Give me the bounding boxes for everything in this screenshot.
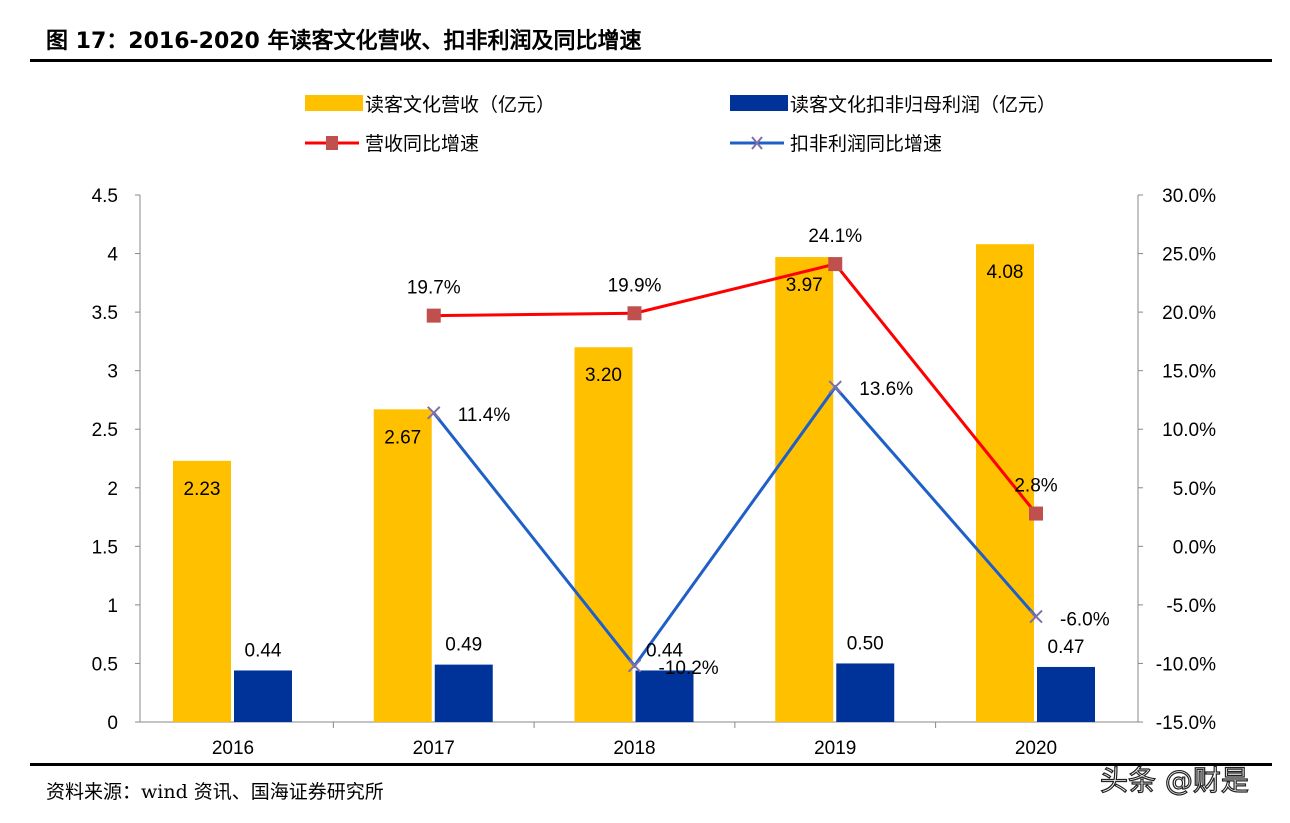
profit-growth-label: -6.0% xyxy=(1060,610,1110,631)
right-tick-label: -10.0% xyxy=(1156,654,1216,675)
revenue-bar xyxy=(574,347,633,722)
right-tick-label: 5.0% xyxy=(1173,479,1216,500)
right-tick-label: 0.0% xyxy=(1173,537,1216,558)
chart-title: 图 17：2016-2020 年读客文化营收、扣非利润及同比增速 xyxy=(46,28,642,54)
legend-label: 扣非利润同比增速 xyxy=(790,133,942,155)
revenue-bar xyxy=(373,409,432,722)
revenue-growth-label: 19.7% xyxy=(407,278,461,299)
profit-growth-marker xyxy=(1029,609,1043,624)
revenue-bar xyxy=(976,244,1034,723)
legend-marker xyxy=(751,136,763,150)
profit-bar xyxy=(836,663,895,722)
left-tick-label: 1 xyxy=(107,596,118,617)
legend-label: 读客文化营收（亿元） xyxy=(365,94,555,116)
profit-bar-label: 0.50 xyxy=(847,633,884,654)
left-tick-label: 2.5 xyxy=(92,420,118,441)
right-tick-label: -5.0% xyxy=(1166,596,1216,617)
left-tick-label: 1.5 xyxy=(92,537,118,558)
lines xyxy=(426,257,1043,673)
x-tick-label: 2020 xyxy=(1015,738,1057,759)
left-tick-label: 4 xyxy=(107,245,118,266)
right-tick-label: 25.0% xyxy=(1162,245,1216,266)
left-tick-label: 4.5 xyxy=(92,186,118,207)
revenue-growth-line xyxy=(433,262,1038,515)
revenue-growth-label: 24.1% xyxy=(808,226,862,247)
profit-bar-label: 0.49 xyxy=(445,635,482,656)
right-tick-label: 10.0% xyxy=(1162,420,1216,441)
revenue-bar xyxy=(775,257,834,722)
profit-growth-marker xyxy=(828,380,842,394)
profit-growth-marker xyxy=(627,659,642,673)
watermark: 头条 @财是 xyxy=(1100,764,1249,797)
legend-swatch xyxy=(305,95,363,111)
revenue-growth-marker xyxy=(828,257,843,272)
profit-bar xyxy=(234,670,292,722)
profit-growth-label: 13.6% xyxy=(859,379,913,400)
profit-bar xyxy=(1037,666,1095,722)
right-tick-label: -15.0% xyxy=(1156,713,1216,734)
right-tick-label: 20.0% xyxy=(1162,303,1216,324)
profit-bar xyxy=(635,670,694,722)
bars xyxy=(173,244,1095,723)
legend: 读客文化营收（亿元） 读客文化扣非归母利润（亿元） 营收同比增速 扣非利润同比增速 xyxy=(305,94,1056,155)
revenue-growth-marker xyxy=(1029,506,1043,521)
revenue-bar-label: 4.08 xyxy=(987,262,1024,283)
data-labels: 2.23 2.67 3.20 3.97 4.08 0.44 0.49 0.44 0.50 0.47… xyxy=(184,226,1110,679)
legend-label: 营收同比增速 xyxy=(365,133,479,155)
profit-bar-label: 0.44 xyxy=(245,640,282,661)
axes: 0 0.5 1 1.5 2 2.5 3 3.5 4 4.5 -15.0% -10.0% -5.0% 0.0… xyxy=(92,186,1217,759)
revenue-bar-label: 2.67 xyxy=(384,427,421,448)
x-tick-label: 2019 xyxy=(814,738,856,759)
left-tick-label: 2 xyxy=(107,479,118,500)
revenue-bar-label: 3.20 xyxy=(585,365,622,386)
legend-label: 读客文化扣非归母利润（亿元） xyxy=(790,94,1056,116)
revenue-growth-marker xyxy=(426,308,441,323)
x-tick-label: 2016 xyxy=(212,738,254,759)
footer-divider xyxy=(30,763,1272,766)
revenue-bar-label: 3.97 xyxy=(786,275,823,296)
profit-growth-line xyxy=(432,384,1038,669)
x-tick-label: 2017 xyxy=(413,738,455,759)
profit-bar xyxy=(434,664,493,722)
profit-growth-label: -10.2% xyxy=(659,658,719,679)
right-tick-label: 15.0% xyxy=(1162,362,1216,383)
right-tick-label: 30.0% xyxy=(1162,186,1216,207)
x-tick-label: 2018 xyxy=(613,738,655,759)
profit-bar-label: 0.44 xyxy=(646,640,683,661)
left-tick-label: 0 xyxy=(107,713,118,734)
left-tick-label: 3.5 xyxy=(92,303,118,324)
legend-marker xyxy=(326,136,338,150)
revenue-growth-label: 19.9% xyxy=(608,275,662,296)
revenue-bar-label: 2.23 xyxy=(184,479,221,500)
left-tick-label: 0.5 xyxy=(92,654,118,675)
profit-growth-marker xyxy=(427,406,441,420)
revenue-growth-label: 2.8% xyxy=(1014,476,1057,497)
left-tick-label: 3 xyxy=(107,362,118,383)
source-note: 资料来源：wind 资讯、国海证券研究所 xyxy=(46,781,384,803)
profit-growth-label: 11.4% xyxy=(458,405,511,426)
revenue-growth-marker xyxy=(627,306,642,321)
revenue-bar xyxy=(173,460,231,722)
legend-swatch xyxy=(730,95,788,111)
title-divider xyxy=(30,59,1272,62)
profit-bar-label: 0.47 xyxy=(1048,637,1085,658)
